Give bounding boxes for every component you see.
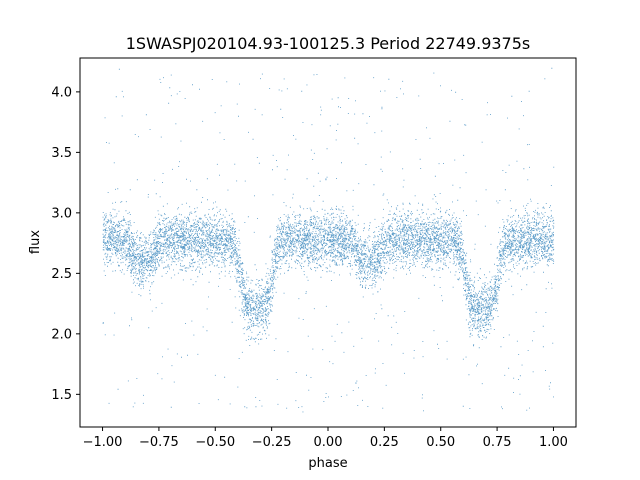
data-points: [102, 67, 555, 413]
x-tick-label: 0.00: [314, 435, 343, 450]
x-tick-label: 1.00: [539, 435, 568, 450]
y-tick-label: 2.0: [51, 327, 72, 342]
y-tick-label: 4.0: [51, 85, 72, 100]
x-axis: −1.00 −0.75 −0.50 −0.25 0.00 0.25 0.50 0.75 1.00: [83, 427, 568, 450]
y-axis-label: flux: [28, 230, 43, 254]
y-tick-label: 2.5: [51, 267, 72, 282]
y-tick-label: 3.5: [51, 146, 72, 161]
x-tick-label: 0.50: [426, 435, 455, 450]
y-tick-label: 1.5: [51, 388, 72, 403]
x-tick-label: −0.75: [139, 435, 179, 450]
x-tick-label: −0.25: [252, 435, 292, 450]
y-tick-label: 3.0: [51, 206, 72, 221]
x-tick-label: 0.25: [370, 435, 399, 450]
x-tick-label: 0.75: [483, 435, 512, 450]
x-tick-label: −0.50: [195, 435, 235, 450]
chart-title: 1SWASPJ020104.93-100125.3 Period 22749.9…: [126, 34, 531, 53]
plot-area: [102, 67, 555, 413]
x-axis-label: phase: [308, 456, 347, 471]
x-tick-label: −1.00: [83, 435, 123, 450]
y-axis: 1.5 2.0 2.5 3.0 3.5 4.0: [51, 85, 80, 403]
